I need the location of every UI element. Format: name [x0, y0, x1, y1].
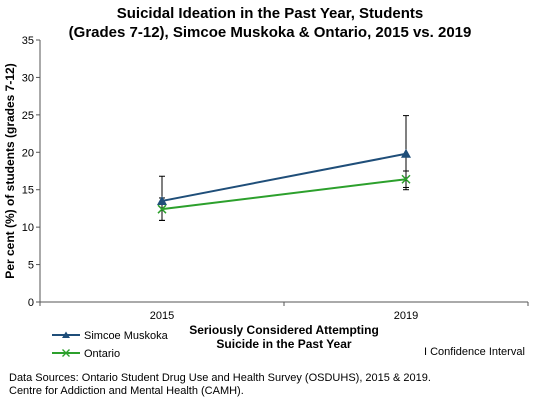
legend-label-ontario: Ontario [84, 348, 120, 360]
x-tick-label: 2019 [394, 310, 418, 322]
data-point-simcoe-muskoka [401, 148, 411, 158]
y-tick-label: 5 [28, 260, 34, 272]
series-line-simcoe-muskoka [161, 152, 407, 202]
x-tick-label: 2015 [150, 310, 174, 322]
data-point-ontario [401, 174, 411, 184]
chart-title-line-1: Suicidal Ideation in the Past Year, Stud… [116, 5, 424, 22]
legend-marker-x-icon [62, 349, 70, 357]
y-tick-label: 10 [22, 222, 34, 234]
y-tick-label: 30 [22, 72, 34, 84]
chart-axes [39, 40, 528, 303]
data-point-ontario [157, 204, 167, 214]
y-axis-title: Per cent (%) of students (grades 7-12) [3, 63, 17, 278]
chart-title-line-2: (Grades 7-12), Simcoe Muskoka & Ontario,… [68, 24, 472, 41]
source-organization-line: Centre for Addiction and Mental Health (… [9, 385, 244, 397]
legend: Simcoe Muskoka Ontario [52, 330, 169, 360]
y-tick-label: 35 [22, 35, 34, 47]
x-axis-title-line-1: Seriously Considered Attempting [189, 323, 379, 337]
series-markers [157, 148, 411, 214]
y-axis-ticks: 0 5 10 15 20 25 30 35 [22, 35, 40, 309]
data-point-simcoe-muskoka [157, 195, 167, 205]
data-source-line: Data Sources: Ontario Student Drug Use a… [9, 372, 431, 384]
x-axis-ticks: 2015 2019 [39, 302, 529, 322]
chart-title: Suicidal Ideation in the Past Year, Stud… [0, 4, 540, 42]
series-line-ontario [161, 178, 407, 211]
confidence-interval-note: I Confidence Interval [424, 346, 525, 358]
y-tick-label: 0 [28, 297, 34, 309]
legend-item-ontario: Ontario [52, 348, 120, 360]
y-tick-label: 20 [22, 147, 34, 159]
series-lines [161, 152, 407, 211]
footer: Data Sources: Ontario Student Drug Use a… [9, 372, 431, 398]
legend-marker-triangle-icon [62, 331, 70, 338]
x-axis-title-line-2: Suicide in the Past Year [216, 337, 352, 351]
legend-item-simcoe-muskoka: Simcoe Muskoka [52, 330, 169, 342]
legend-label-simcoe-muskoka: Simcoe Muskoka [84, 330, 169, 342]
y-tick-label: 15 [22, 185, 34, 197]
y-tick-label: 25 [22, 110, 34, 122]
line-chart: 0 5 10 15 20 25 30 35 2015 2019 Per cent (%) of … [3, 35, 529, 360]
